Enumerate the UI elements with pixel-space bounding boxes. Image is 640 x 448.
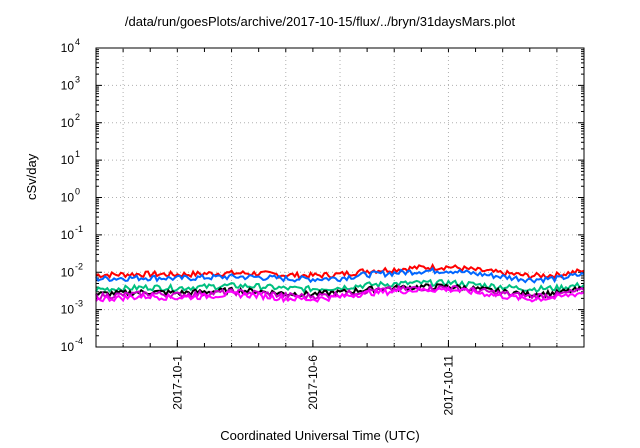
plot-frame	[95, 47, 585, 348]
y-tick-exponent: -4	[75, 336, 83, 346]
y-tick-exponent: 1	[75, 149, 80, 159]
x-tick-label: 2017-10-6	[306, 355, 320, 410]
series-line	[95, 262, 585, 281]
y-tick-label: 10	[61, 340, 75, 354]
y-tick-label: 10	[61, 265, 75, 279]
y-tick-exponent: -2	[75, 261, 83, 271]
y-tick-label: 10	[61, 191, 75, 205]
x-axis-label: Coordinated Universal Time (UTC)	[220, 428, 420, 443]
y-tick-label: 10	[61, 41, 75, 55]
chart-title: /data/run/goesPlots/archive/2017-10-15/f…	[124, 14, 516, 29]
y-tick-exponent: -1	[75, 224, 83, 234]
x-tick-label: 2017-10-11	[441, 355, 455, 416]
y-tick-exponent: 2	[75, 112, 80, 122]
series-line	[95, 278, 585, 294]
y-tick-label: 10	[61, 116, 75, 130]
y-tick-exponent: 4	[75, 37, 80, 47]
y-tick-exponent: -3	[75, 299, 83, 309]
y-tick-label: 10	[61, 228, 75, 242]
y-tick-exponent: 0	[75, 187, 80, 197]
series-line	[95, 285, 585, 304]
x-tick-label: 2017-10-1	[170, 355, 184, 410]
y-tick-label: 10	[61, 303, 75, 317]
y-tick-label: 10	[61, 153, 75, 167]
y-tick-label: 10	[61, 78, 75, 92]
y-tick-exponent: 3	[75, 74, 80, 84]
series-line	[95, 266, 585, 284]
